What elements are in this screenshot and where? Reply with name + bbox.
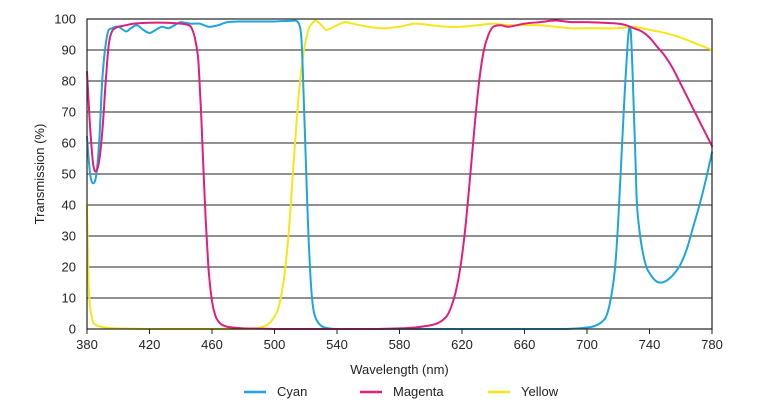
x-tick-label: 780	[701, 337, 723, 352]
legend-label-cyan: Cyan	[277, 384, 307, 399]
legend-label-yellow: Yellow	[521, 384, 559, 399]
x-tick-label: 460	[201, 337, 223, 352]
y-tick-label: 40	[62, 198, 76, 213]
y-tick-label: 60	[62, 136, 76, 151]
x-axis-title: Wavelength (nm)	[350, 362, 449, 377]
y-tick-label: 10	[62, 291, 76, 306]
y-tick-label: 70	[62, 105, 76, 120]
grid-lines	[87, 49, 712, 299]
y-tick-label: 90	[62, 43, 76, 58]
axis-ticks: 0 10 20 30 40 50 60 70 80 90 100 380 420 460 500 540 580…	[54, 12, 723, 353]
legend-label-magenta: Magenta	[393, 384, 444, 399]
x-tick-label: 580	[389, 337, 411, 352]
legend: Cyan Magenta Yellow	[244, 384, 559, 399]
series-line-yellow	[86, 19, 713, 330]
y-tick-label: 0	[69, 322, 76, 337]
series-line-cyan	[86, 19, 713, 330]
x-tick-label: 740	[639, 337, 661, 352]
y-tick-label: 30	[62, 229, 76, 244]
y-tick-label: 50	[62, 167, 76, 182]
x-tick-label: 500	[264, 337, 286, 352]
series-line-magenta	[86, 19, 713, 330]
y-tick-label: 80	[62, 74, 76, 89]
x-tick-label: 620	[451, 337, 473, 352]
x-tick-label: 660	[514, 337, 536, 352]
y-tick-label: 20	[62, 260, 76, 275]
y-tick-label: 100	[54, 12, 76, 27]
x-tick-label: 700	[576, 337, 598, 352]
series-lines	[86, 19, 713, 330]
x-tick-label: 420	[139, 337, 161, 352]
x-tick-label: 540	[326, 337, 348, 352]
y-axis-title: Transmission (%)	[32, 124, 47, 225]
x-tick-label: 380	[76, 337, 98, 352]
